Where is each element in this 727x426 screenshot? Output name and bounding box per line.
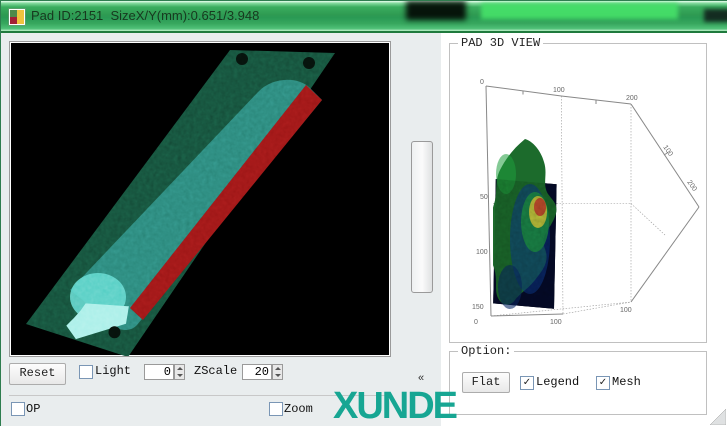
svg-text:100: 100: [550, 319, 562, 326]
svg-text:200: 200: [685, 179, 697, 193]
svg-text:150: 150: [472, 304, 484, 311]
svg-text:200: 200: [626, 95, 638, 102]
svg-text:100: 100: [553, 87, 565, 94]
svg-text:0: 0: [480, 79, 484, 86]
svg-text:100: 100: [620, 307, 632, 314]
svg-text:50: 50: [480, 194, 488, 201]
svg-text:100: 100: [476, 249, 488, 256]
svg-text:100: 100: [661, 144, 673, 158]
svg-text:0: 0: [474, 319, 478, 326]
